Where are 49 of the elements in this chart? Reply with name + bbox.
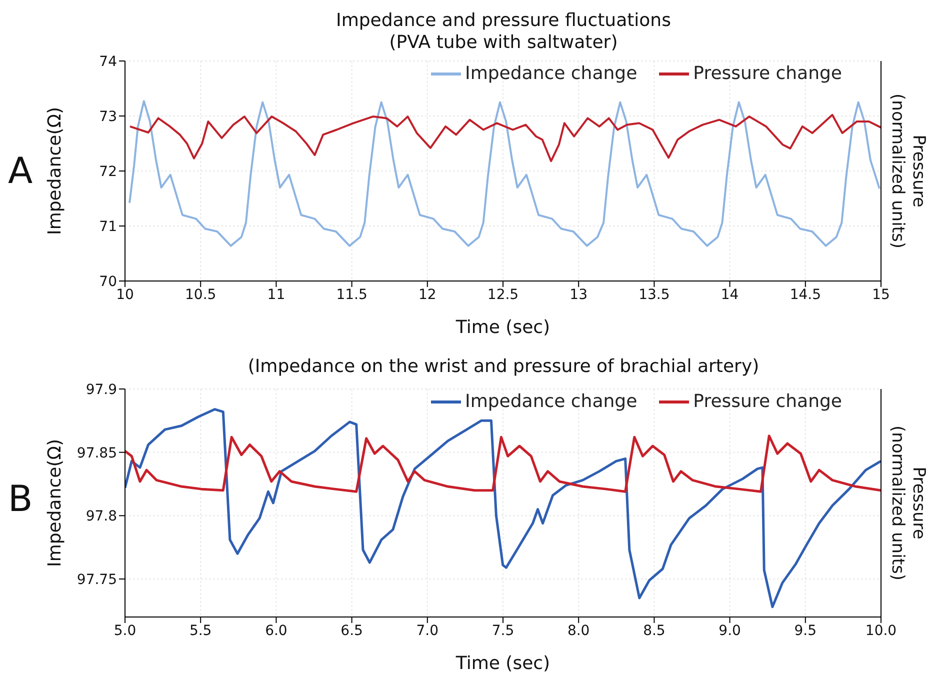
x-axis-title: Time (sec) [454,653,550,674]
chart-title: Impedance and pressure fluctuations [335,10,672,32]
legend-label: Impedance change [465,391,638,412]
chart-title: (Impedance on the wrist and pressure of brachial artery) [246,356,760,378]
x-tick-label: 8.5 [643,622,666,639]
x-tick-label: 7.5 [492,622,514,639]
text: B [8,479,33,520]
y-tick-label: 70 [99,274,117,290]
legend-label: Pressure change [693,63,842,84]
x-tick-label: 11.5 [336,286,368,303]
x-tick-label: 10.0 [865,622,897,639]
x-tick-label: 14.5 [790,286,821,303]
y2-axis-title: Pressure (normalized units) [886,426,928,580]
x-tick-label: 12.5 [487,286,519,303]
y-tick-label: 72 [99,164,117,180]
y-tick-label: 97.9 [86,382,117,398]
x-tick-label: 5.0 [114,622,136,639]
x-tick-label: 15 [872,286,890,303]
y-tick-label: 73 [99,108,117,125]
x-tick-label: 7.0 [416,622,439,639]
x-tick-label: 13 [570,286,588,303]
x-tick-label: 13.5 [638,286,670,303]
chart-subtitle: (PVA tube with saltwater) [388,32,619,54]
y2-axis-title: Pressure (normalized units) [886,94,928,248]
y-tick-label: 97.8 [86,508,117,525]
x-tick-label: 12 [418,286,436,303]
x-tick-label: 9.0 [718,622,741,639]
y-tick-label: 74 [99,54,118,70]
x-tick-label: 10 [116,286,134,303]
y-tick-label: 97.75 [76,572,117,588]
x-tick-label: 10.5 [185,286,216,303]
text: A [8,151,33,192]
x-tick-label: 9.5 [794,622,817,639]
y-tick-label: 97.85 [76,445,117,462]
x-tick-label: 14 [720,286,739,303]
x-tick-label: 11 [267,286,286,303]
x-tick-label: 6.5 [340,622,363,639]
x-tick-label: 6.0 [265,622,288,639]
x-tick-label: 5.5 [189,622,212,639]
line-series [128,100,880,247]
y-tick-label: 71 [99,218,117,235]
line-series [128,114,881,162]
x-tick-label: 8.0 [567,622,590,639]
y-axis-title: Impedance(Ω) [44,107,66,235]
x-axis-title: Time (sec) [454,317,550,338]
legend-label: Impedance change [465,63,638,84]
y-axis-title: Impedance(Ω) [44,439,66,567]
legend-label: Pressure change [693,391,842,412]
line-series [125,434,881,493]
